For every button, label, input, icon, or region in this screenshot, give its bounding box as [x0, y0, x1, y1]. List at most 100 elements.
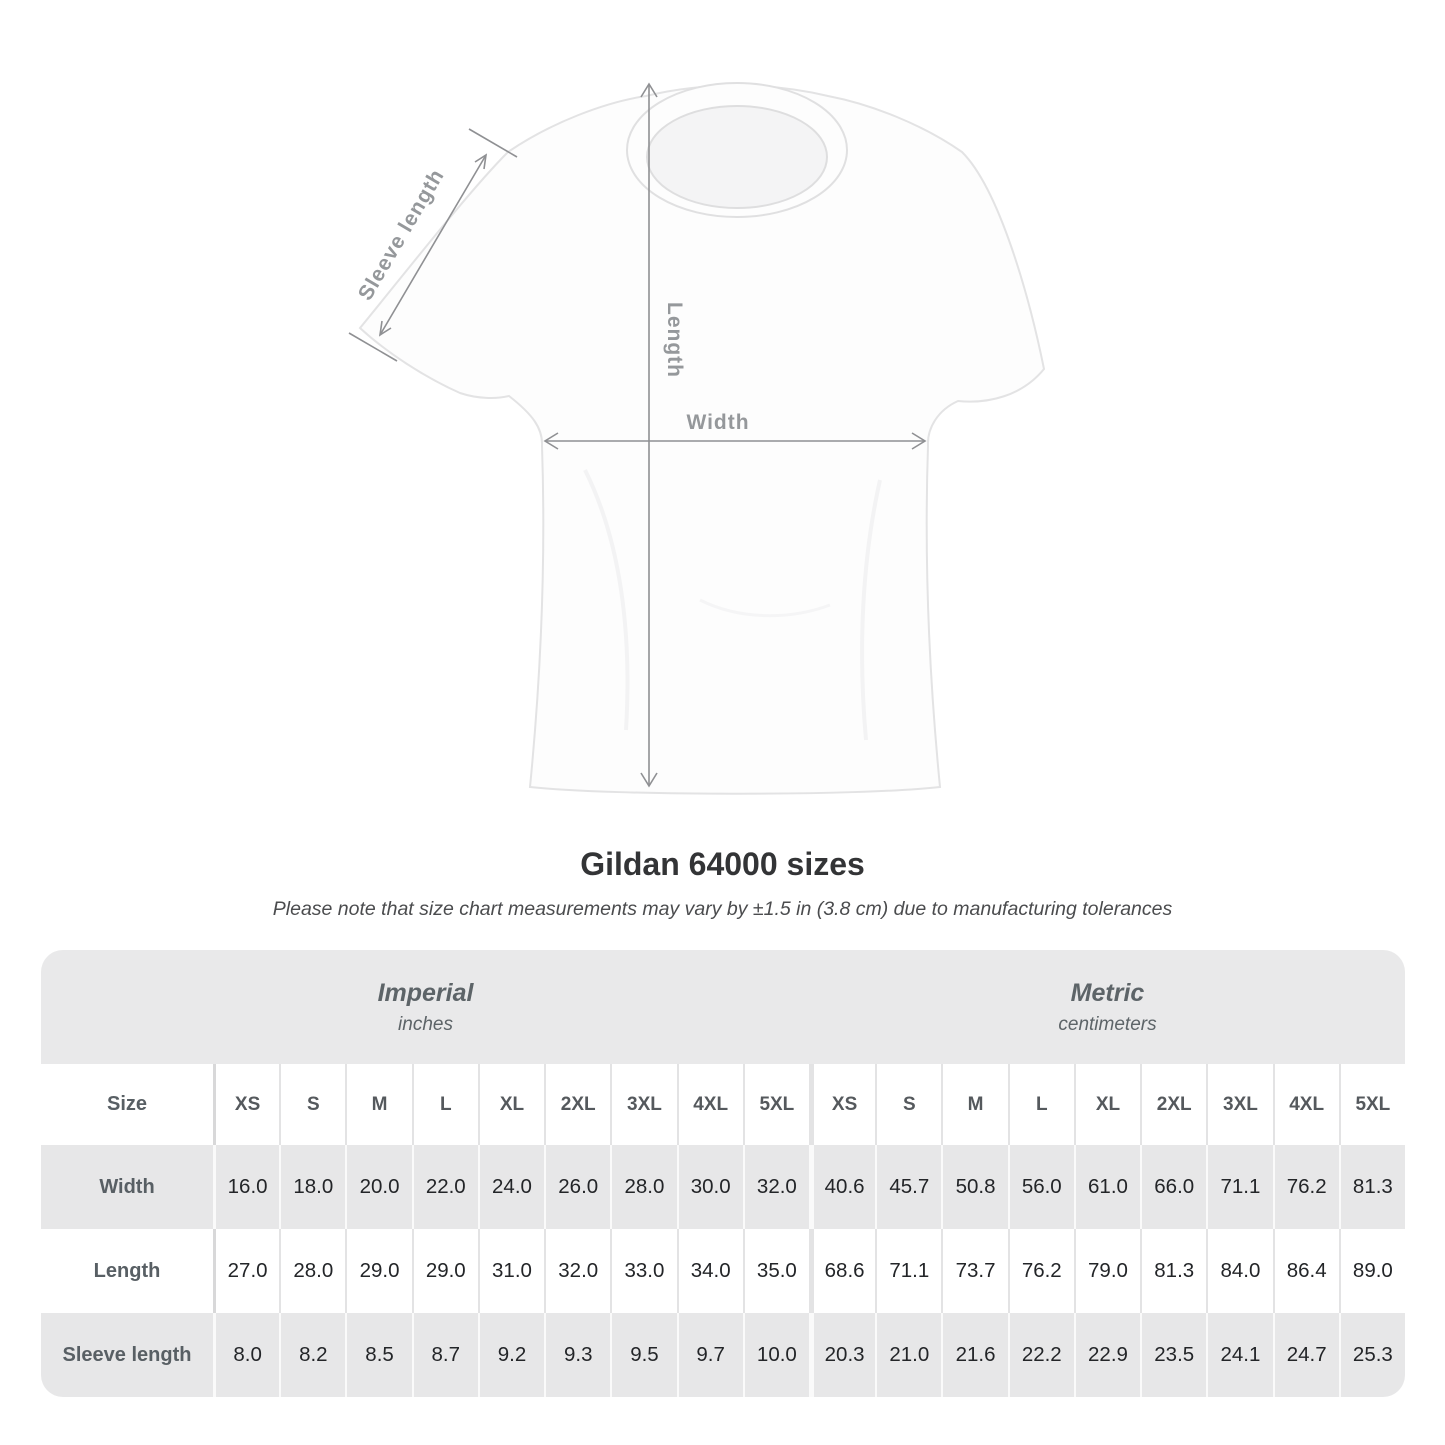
tshirt-silhouette [358, 82, 1046, 795]
row-label: Length [93, 1259, 161, 1282]
table-cell: 20.3 [808, 1313, 875, 1397]
table-cell: 56.0 [1007, 1145, 1074, 1229]
length-label: Length [663, 302, 686, 378]
imperial-label: Imperial [377, 978, 474, 1007]
table-cell: 29.0 [411, 1229, 478, 1313]
table-cell: 9.2 [477, 1313, 544, 1397]
table-row: Width 16.0 18.0 20.0 22.0 24.0 26.0 28.0 30.0 32.… [41, 1145, 1405, 1229]
size-col-header: XS [808, 1064, 875, 1145]
table-cell: 71.1 [875, 1229, 941, 1313]
table-cell: 32.0 [742, 1145, 809, 1229]
size-col-header: S [279, 1064, 345, 1145]
metric-header: Metric centimeters [810, 950, 1405, 1064]
table-cell: 68.6 [808, 1229, 875, 1313]
table-cell: 22.2 [1007, 1313, 1074, 1397]
table-row: Sleeve length 8.0 8.2 8.5 8.7 9.2 9.3 9.5 9.7 10.… [41, 1313, 1405, 1397]
table-cell: 23.5 [1140, 1313, 1206, 1397]
size-col-header: XL [477, 1064, 544, 1145]
collar-inner [646, 105, 828, 209]
table-cell: 24.1 [1206, 1313, 1272, 1397]
row-label: Sleeve length [62, 1343, 192, 1366]
table-cell: 71.1 [1206, 1145, 1272, 1229]
size-col-header: 2XL [544, 1064, 610, 1145]
size-col-header: L [1007, 1064, 1074, 1145]
table-cell: 26.0 [544, 1145, 610, 1229]
size-col-header: XS [213, 1064, 279, 1145]
table-cell: 35.0 [742, 1229, 809, 1313]
size-col-header: 2XL [1140, 1064, 1206, 1145]
length-dimension-arrow [640, 82, 658, 788]
size-col-header: M [345, 1064, 411, 1145]
size-col-header: 4XL [1272, 1064, 1339, 1145]
table-cell: 20.0 [345, 1145, 411, 1229]
table-cell: 8.2 [279, 1313, 345, 1397]
table-cell: 8.7 [411, 1313, 478, 1397]
imperial-unit: inches [398, 1013, 453, 1035]
imperial-header: Imperial inches [41, 950, 810, 1064]
table-cell: 9.3 [544, 1313, 610, 1397]
units-header: Imperial inches Metric centimeters [41, 950, 1405, 1064]
metric-unit: centimeters [1058, 1013, 1157, 1035]
table-cell: 8.5 [345, 1313, 411, 1397]
table-cell: 34.0 [676, 1229, 743, 1313]
row-label: Width [99, 1175, 155, 1198]
table-cell: 9.5 [610, 1313, 676, 1397]
table-cell: 31.0 [477, 1229, 544, 1313]
table-cell: 24.7 [1272, 1313, 1339, 1397]
table-cell: 28.0 [279, 1229, 345, 1313]
page-title: Gildan 64000 sizes [580, 846, 865, 882]
table-cell: 9.7 [676, 1313, 743, 1397]
table-cell: 89.0 [1338, 1229, 1405, 1313]
size-table: Imperial inches Metric centimeters Size X… [41, 950, 1405, 1397]
table-cell: 18.0 [279, 1145, 345, 1229]
table-cell: 25.3 [1338, 1313, 1405, 1397]
size-table-body: Size XS S M L XL 2XL 3XL 4XL 5XL XS S M L XL 2XL 3XL 4XL 5… [41, 1064, 1405, 1397]
table-cell: 76.2 [1272, 1145, 1339, 1229]
size-col-header: S [875, 1064, 941, 1145]
table-cell: 27.0 [213, 1229, 279, 1313]
width-label: Width [686, 411, 749, 434]
table-cell: 30.0 [676, 1145, 743, 1229]
size-col-header: 5XL [1338, 1064, 1405, 1145]
table-cell: 22.0 [411, 1145, 478, 1229]
sleeve-dimension-arrow [348, 128, 518, 362]
table-cell: 22.9 [1073, 1313, 1140, 1397]
table-cell: 24.0 [477, 1145, 544, 1229]
table-cell: 50.8 [941, 1145, 1007, 1229]
row-label: Size [106, 1093, 148, 1115]
table-cell: 73.7 [941, 1229, 1007, 1313]
metric-label: Metric [1070, 978, 1145, 1007]
table-cell: 16.0 [213, 1145, 279, 1229]
table-cell: 40.6 [808, 1145, 875, 1229]
size-col-header: 3XL [1206, 1064, 1272, 1145]
table-cell: 29.0 [345, 1229, 411, 1313]
table-cell: 76.2 [1007, 1229, 1074, 1313]
table-cell: 8.0 [213, 1313, 279, 1397]
table-cell: 61.0 [1073, 1145, 1140, 1229]
size-col-header: M [941, 1064, 1007, 1145]
tolerance-note: Please note that size chart measurements… [272, 898, 1173, 920]
table-cell: 10.0 [742, 1313, 809, 1397]
table-cell: 45.7 [875, 1145, 941, 1229]
tshirt-diagram: Length Width Sleeve length [348, 82, 1046, 795]
size-col-header: XL [1073, 1064, 1140, 1145]
table-cell: 79.0 [1073, 1229, 1140, 1313]
table-cell: 21.0 [875, 1313, 941, 1397]
table-cell: 81.3 [1338, 1145, 1405, 1229]
table-row: Length 27.0 28.0 29.0 29.0 31.0 32.0 33.0 34.0 35… [41, 1229, 1405, 1313]
size-col-header: 4XL [676, 1064, 743, 1145]
table-row: Size XS S M L XL 2XL 3XL 4XL 5XL XS S M L XL 2XL 3XL 4XL 5… [41, 1064, 1405, 1145]
table-cell: 32.0 [544, 1229, 610, 1313]
width-dimension-arrow [543, 432, 927, 450]
table-cell: 28.0 [610, 1145, 676, 1229]
size-col-header: 5XL [742, 1064, 809, 1145]
table-cell: 81.3 [1140, 1229, 1206, 1313]
table-cell: 33.0 [610, 1229, 676, 1313]
table-cell: 86.4 [1272, 1229, 1339, 1313]
table-cell: 66.0 [1140, 1145, 1206, 1229]
size-col-header: 3XL [610, 1064, 676, 1145]
table-cell: 84.0 [1206, 1229, 1272, 1313]
size-col-header: L [411, 1064, 478, 1145]
table-cell: 21.6 [941, 1313, 1007, 1397]
